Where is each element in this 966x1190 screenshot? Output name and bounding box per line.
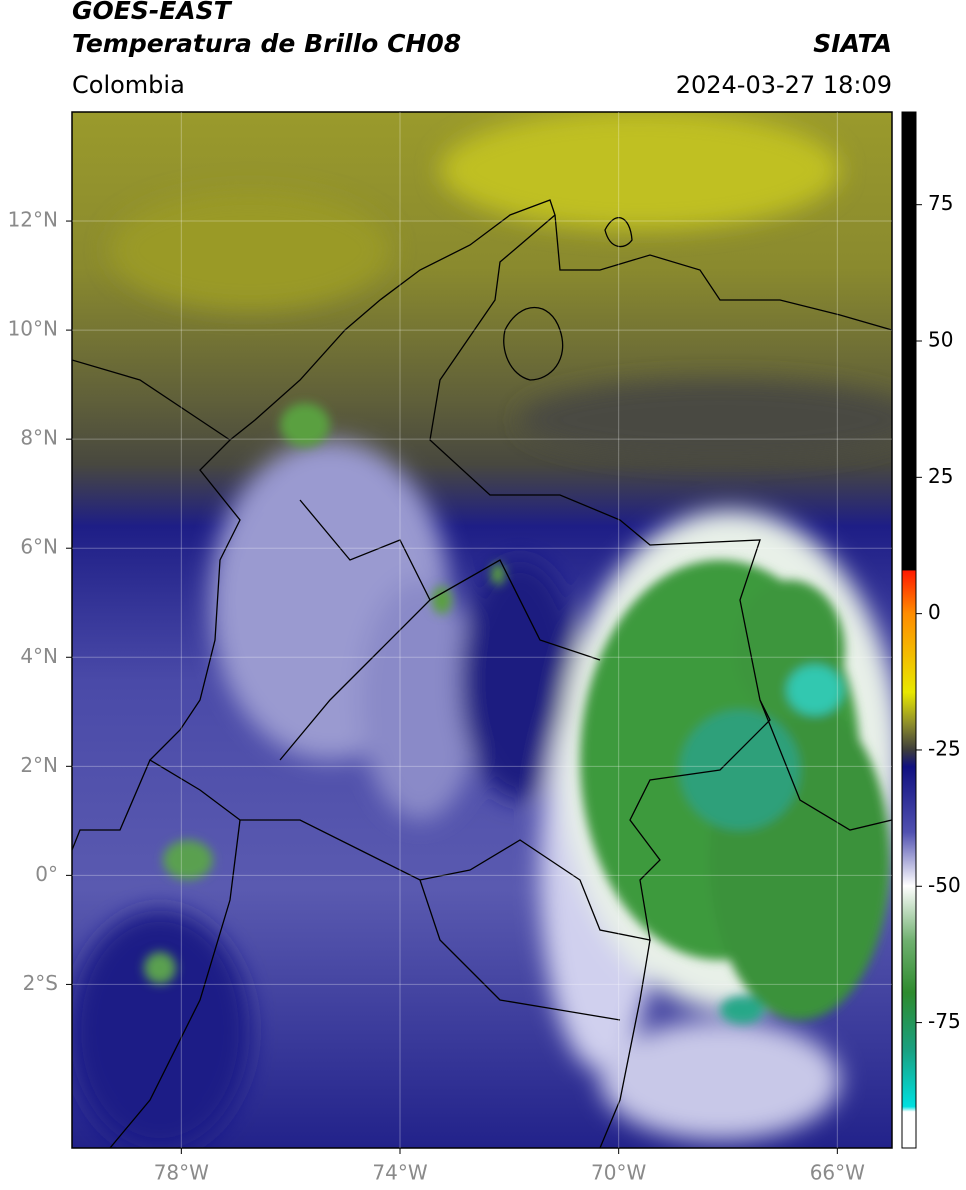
colorbar-label: 0 [928,600,941,624]
colorbar-label: -25 [928,736,961,760]
y-tick-label: 2°S [23,971,58,995]
region: Colombia [72,71,185,99]
colorbar-label: 50 [928,328,953,352]
subtitle: Temperatura de Brillo CH08 [72,29,461,58]
y-tick-label: 6°N [20,535,58,559]
x-tick-label: 74°W [372,1161,427,1185]
x-tick-label: 78°W [154,1161,209,1185]
colorbar-label: -50 [928,873,961,897]
y-tick-label: 10°N [8,317,58,341]
y-tick-label: 12°N [8,208,58,232]
x-tick-label: 70°W [591,1161,646,1185]
satellite-image [72,112,892,1148]
y-tick-label: 0° [35,862,58,886]
timestamp: 2024-03-27 18:09 [676,71,892,99]
colorbar [901,111,917,1149]
y-tick-label: 8°N [20,426,58,450]
title: GOES-EAST [72,0,233,25]
y-tick-label: 4°N [20,644,58,668]
x-tick-label: 66°W [810,1161,865,1185]
source: SIATA [813,29,892,58]
colorbar-label: 75 [928,191,953,215]
colorbar-label: 25 [928,464,953,488]
map-frame [71,111,893,1149]
y-tick-label: 2°N [20,753,58,777]
borders [72,199,892,1148]
colorbar-label: -75 [928,1009,961,1033]
